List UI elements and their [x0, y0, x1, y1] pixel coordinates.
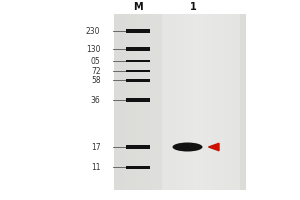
Text: 05: 05: [91, 56, 100, 66]
Text: 58: 58: [91, 76, 100, 85]
FancyBboxPatch shape: [126, 145, 150, 149]
FancyBboxPatch shape: [126, 29, 150, 33]
Text: 36: 36: [91, 96, 100, 105]
Text: 230: 230: [86, 26, 100, 36]
FancyBboxPatch shape: [126, 60, 150, 62]
Ellipse shape: [172, 142, 203, 152]
Text: 1: 1: [190, 2, 197, 12]
FancyBboxPatch shape: [126, 47, 150, 51]
FancyBboxPatch shape: [126, 166, 150, 168]
Text: 130: 130: [86, 45, 100, 53]
FancyBboxPatch shape: [126, 98, 150, 102]
Text: 17: 17: [91, 142, 100, 152]
FancyBboxPatch shape: [126, 70, 150, 72]
Polygon shape: [208, 143, 219, 151]
FancyBboxPatch shape: [126, 79, 150, 82]
Text: 11: 11: [91, 162, 100, 171]
Text: M: M: [133, 2, 143, 12]
Text: 72: 72: [91, 66, 100, 75]
